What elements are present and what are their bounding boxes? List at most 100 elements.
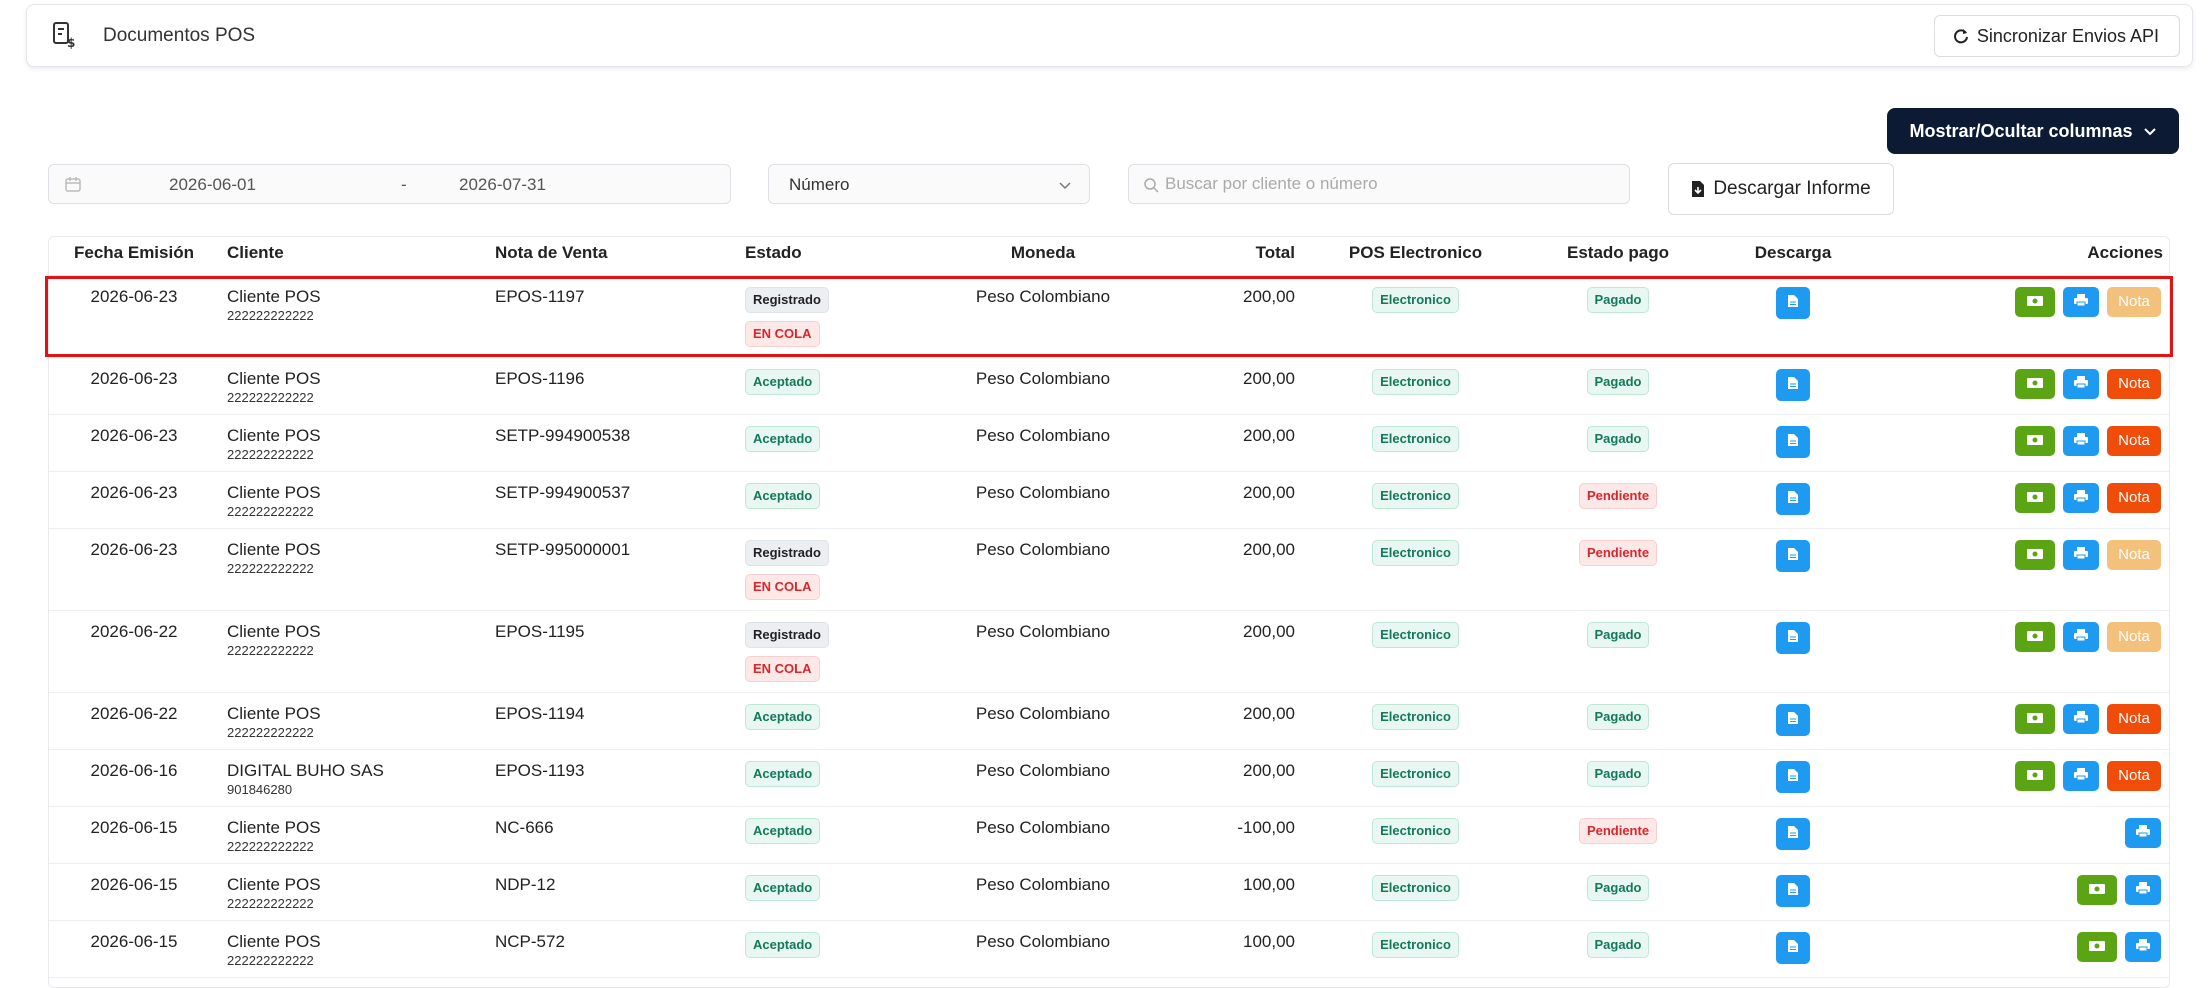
payment-button[interactable] <box>2015 760 2055 791</box>
column-header: Cliente <box>219 237 487 276</box>
credit-note-button[interactable]: Nota <box>2107 482 2161 513</box>
print-button[interactable] <box>2125 874 2161 905</box>
sale-note-number: NCP-572 <box>487 920 737 978</box>
sale-note-number: SETP-995000001 <box>487 528 737 611</box>
status-badge: Aceptado <box>745 760 821 787</box>
download-cell <box>1708 610 1878 693</box>
status-badge: Aceptado <box>745 874 821 901</box>
credit-note-button[interactable]: Nota <box>2107 368 2161 399</box>
cash-icon <box>2026 488 2044 508</box>
download-document-button[interactable] <box>1776 874 1810 907</box>
payment-button[interactable] <box>2015 425 2055 456</box>
payment-button[interactable] <box>2015 286 2055 317</box>
cash-icon <box>2026 431 2044 451</box>
date-separator: - <box>401 175 407 194</box>
payment-button[interactable] <box>2015 368 2055 399</box>
payment-status-badge: Pagado <box>1586 874 1650 901</box>
search-input[interactable] <box>1165 165 1615 203</box>
issue-date: 2026-06-23 <box>49 528 219 611</box>
print-button[interactable] <box>2063 368 2099 399</box>
total: 100,00 <box>1153 863 1303 921</box>
download-document-button[interactable] <box>1776 368 1810 401</box>
download-cell <box>1708 471 1878 529</box>
print-button[interactable] <box>2125 817 2161 848</box>
payment-cell: Pendiente <box>1528 806 1708 864</box>
payment-button[interactable] <box>2015 539 2055 570</box>
filter-field-select[interactable]: Número <box>768 164 1090 204</box>
status-cell: Aceptado <box>737 692 933 750</box>
pos-cell: Electronico <box>1303 275 1528 358</box>
download-document-button[interactable] <box>1776 425 1810 458</box>
payment-button[interactable] <box>2077 931 2117 962</box>
print-button[interactable] <box>2125 931 2161 962</box>
column-header: Total <box>1153 237 1303 276</box>
client-name: Cliente POS <box>227 874 321 894</box>
date-range-picker[interactable]: 2026-06-01 - 2026-07-31 <box>48 164 731 204</box>
sync-api-button[interactable]: Sincronizar Envios API <box>1933 15 2180 57</box>
credit-note-button[interactable]: Nota <box>2107 760 2161 791</box>
payment-button[interactable] <box>2077 874 2117 905</box>
currency: Peso Colombiano <box>933 920 1153 978</box>
download-document-button[interactable] <box>1776 482 1810 515</box>
download-document-button[interactable] <box>1776 931 1810 964</box>
table-row: 2026-06-22 Cliente POS 222222222222 EPOS-11… <box>49 692 2169 750</box>
currency: Peso Colombiano <box>933 275 1153 358</box>
print-button[interactable] <box>2063 539 2099 570</box>
search-box <box>1128 164 1630 204</box>
issue-date: 2026-06-15 <box>49 863 219 921</box>
credit-note-button[interactable]: Nota <box>2107 425 2161 456</box>
print-button[interactable] <box>2063 703 2099 734</box>
payment-button[interactable] <box>2015 703 2055 734</box>
row-actions: Nota <box>1886 425 2163 456</box>
actions-cell: Nota <box>1878 414 2169 472</box>
actions-cell: Nota <box>1878 610 2169 693</box>
payment-cell: Pagado <box>1528 357 1708 415</box>
sale-note-number: EPOS-1194 <box>487 692 737 750</box>
svg-text:$: $ <box>67 36 75 50</box>
download-document-button[interactable] <box>1776 621 1810 654</box>
download-document-button[interactable] <box>1776 703 1810 736</box>
print-button[interactable] <box>2063 425 2099 456</box>
pos-cell: Electronico <box>1303 749 1528 807</box>
print-button[interactable] <box>2063 760 2099 791</box>
document-icon <box>1787 628 1799 648</box>
date-from[interactable]: 2026-06-01 <box>169 175 256 194</box>
payment-cell: Pagado <box>1528 749 1708 807</box>
download-document-button[interactable] <box>1776 539 1810 572</box>
toggle-columns-label: Mostrar/Ocultar columnas <box>1909 120 2133 141</box>
pos-receipt-icon: $ <box>53 22 75 50</box>
client-nit: 222222222222 <box>227 560 314 576</box>
print-icon <box>2073 292 2089 312</box>
print-button[interactable] <box>2063 286 2099 317</box>
calendar-icon <box>65 177 81 192</box>
cash-icon <box>2026 709 2044 729</box>
download-report-button[interactable]: Descargar Informe <box>1668 163 1894 215</box>
print-button[interactable] <box>2063 482 2099 513</box>
document-icon <box>1787 432 1799 452</box>
client-nit: 222222222222 <box>227 503 314 519</box>
payment-button[interactable] <box>2015 482 2055 513</box>
table-row: 2026-06-15 Cliente POS 222222222222 NC-666 A… <box>49 806 2169 864</box>
client-name: Cliente POS <box>227 368 321 388</box>
download-document-button[interactable] <box>1776 817 1810 850</box>
actions-cell: Nota <box>1878 275 2169 358</box>
search-icon <box>1144 178 1159 193</box>
date-to[interactable]: 2026-07-31 <box>459 175 546 194</box>
download-document-button[interactable] <box>1776 286 1810 319</box>
client-cell: Cliente POS 222222222222 <box>219 610 487 693</box>
table-row: 2026-06-23 Cliente POS 222222222222 SETP-99… <box>49 471 2169 529</box>
credit-note-button[interactable]: Nota <box>2107 703 2161 734</box>
pos-cell: Electronico <box>1303 920 1528 978</box>
toggle-columns-button[interactable]: Mostrar/Ocultar columnas <box>1887 108 2179 154</box>
print-button[interactable] <box>2063 621 2099 652</box>
cash-icon <box>2026 766 2044 786</box>
client-nit: 222222222222 <box>227 446 314 462</box>
print-icon <box>2073 627 2089 647</box>
document-icon <box>1787 767 1799 787</box>
table-row: 2026-06-16 DIGITAL BUHO SAS 901846280 EPOS-… <box>49 749 2169 807</box>
queue-badge: EN COLA <box>745 573 820 600</box>
payment-button[interactable] <box>2015 621 2055 652</box>
status-cell: Registrado EN COLA <box>737 610 933 693</box>
download-document-button[interactable] <box>1776 760 1810 793</box>
client-cell: Cliente POS 222222222222 <box>219 920 487 978</box>
